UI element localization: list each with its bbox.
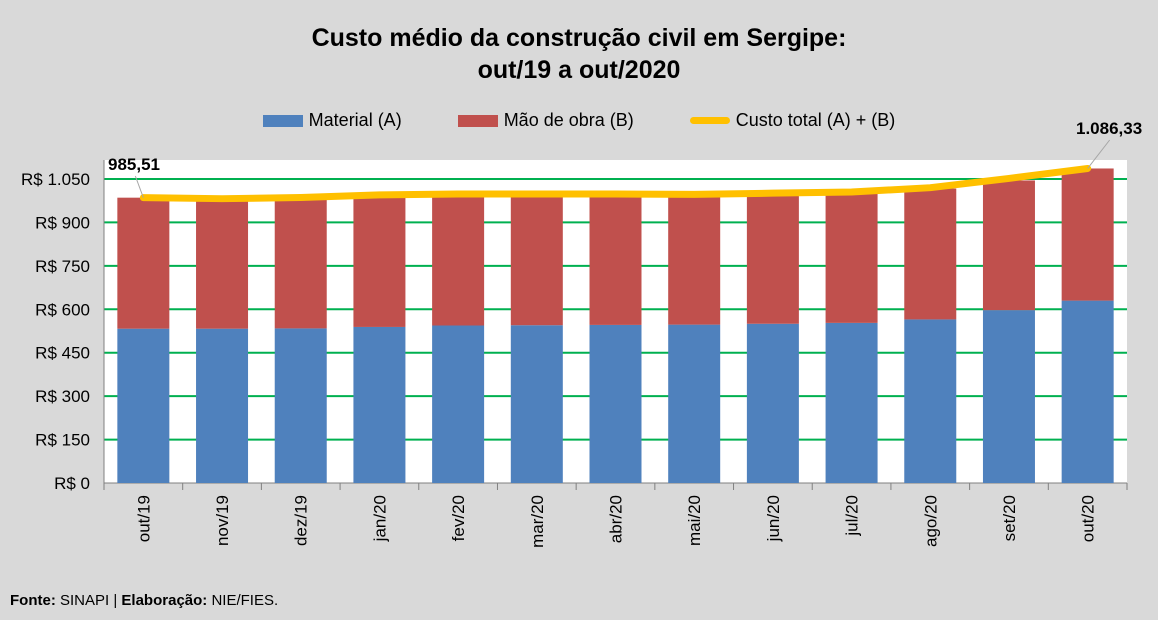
legend-swatch-mao-de-obra — [457, 114, 498, 127]
bar-material-0 — [117, 328, 170, 483]
bar-material-4 — [432, 325, 485, 483]
legend-swatch-material — [262, 114, 303, 127]
legend-item-custo-total: Custo total (A) + (B) — [689, 110, 896, 131]
x-tick-label-1: nov/19 — [213, 495, 232, 546]
x-tick-label-12: out/20 — [1079, 495, 1098, 542]
bar-mao-de-obra-10 — [904, 188, 957, 320]
y-tick-label-7: R$ 1.050 — [21, 170, 90, 189]
y-tick-label-4: R$ 600 — [35, 300, 90, 319]
legend-label-custo-total: Custo total (A) + (B) — [735, 110, 896, 130]
footer-elaboracao-value: NIE/FIES. — [207, 592, 279, 609]
bar-material-5 — [510, 325, 563, 483]
bar-material-7 — [668, 324, 721, 483]
footer-fonte-value: SINAPI | — [55, 592, 122, 609]
bar-mao-de-obra-1 — [196, 199, 249, 329]
legend-label-mao-de-obra: Mão de obra (B) — [503, 110, 634, 130]
y-tick-label-5: R$ 750 — [35, 257, 90, 276]
bar-material-10 — [904, 319, 957, 483]
footer-elaboracao-label: Elaboração: — [121, 592, 208, 609]
x-tick-label-8: jun/20 — [764, 495, 783, 542]
bar-material-12 — [1061, 300, 1114, 483]
legend-swatch-custo-total — [689, 117, 730, 124]
chart-title-line1: Custo médio da construção civil em Sergi… — [311, 24, 847, 52]
y-tick-label-1: R$ 150 — [35, 431, 90, 450]
bar-mao-de-obra-12 — [1061, 168, 1114, 301]
bar-mao-de-obra-3 — [353, 197, 406, 327]
bar-material-8 — [746, 323, 799, 483]
data-label-last: 1.086,33 — [1076, 119, 1142, 138]
y-tick-label-0: R$ 0 — [54, 474, 90, 493]
bar-mao-de-obra-4 — [432, 195, 485, 326]
legend-item-mao-de-obra: Mão de obra (B) — [457, 110, 634, 131]
x-tick-label-11: set/20 — [1000, 495, 1019, 541]
bar-material-2 — [274, 328, 327, 483]
y-tick-label-2: R$ 300 — [35, 387, 90, 406]
bar-mao-de-obra-7 — [668, 195, 721, 325]
footer-fonte-label: Fonte: — [10, 592, 56, 609]
x-tick-label-3: jan/20 — [370, 495, 389, 542]
x-tick-label-0: out/19 — [134, 495, 153, 542]
x-tick-label-7: mai/20 — [685, 495, 704, 546]
bar-mao-de-obra-6 — [589, 195, 642, 325]
bar-material-11 — [982, 310, 1035, 483]
bar-mao-de-obra-2 — [274, 198, 327, 329]
x-tick-label-2: dez/19 — [292, 495, 311, 546]
x-tick-label-9: jul/20 — [843, 495, 862, 537]
x-tick-label-4: fev/20 — [449, 495, 468, 541]
footer-source: Fonte: SINAPI | Elaboração: NIE/FIES. — [10, 592, 278, 609]
leader-first — [134, 175, 144, 198]
bar-mao-de-obra-11 — [982, 180, 1035, 311]
chart-title-line2: out/19 a out/2020 — [477, 56, 681, 84]
chart-title: Custo médio da construção civil em Sergi… — [0, 22, 1158, 86]
bar-mao-de-obra-5 — [510, 195, 563, 326]
bar-material-1 — [196, 328, 249, 483]
data-label-first: 985,51 — [108, 155, 160, 174]
legend-label-material: Material (A) — [308, 110, 402, 130]
bar-material-6 — [589, 324, 642, 483]
x-tick-label-10: ago/20 — [921, 495, 940, 547]
bar-material-9 — [825, 322, 878, 483]
chart-legend: Material (A) Mão de obra (B) Custo total… — [0, 110, 1158, 131]
y-tick-label-6: R$ 900 — [35, 213, 90, 232]
bar-mao-de-obra-0 — [117, 197, 170, 329]
bar-mao-de-obra-8 — [746, 194, 799, 324]
bar-mao-de-obra-9 — [825, 193, 878, 323]
y-tick-label-3: R$ 450 — [35, 344, 90, 363]
legend-item-material: Material (A) — [262, 110, 402, 131]
x-tick-label-6: abr/20 — [607, 495, 626, 543]
leader-last — [1087, 139, 1111, 169]
x-tick-label-5: mar/20 — [528, 495, 547, 548]
bar-material-3 — [353, 326, 406, 483]
